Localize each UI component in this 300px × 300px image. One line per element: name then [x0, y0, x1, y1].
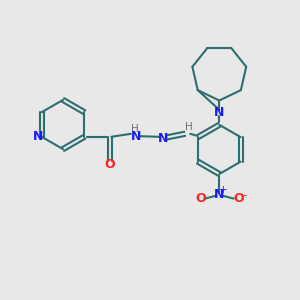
- Text: H: H: [184, 122, 192, 132]
- Text: O: O: [195, 192, 206, 205]
- Text: N: N: [131, 130, 141, 143]
- Text: N: N: [214, 188, 224, 201]
- Text: N: N: [33, 130, 43, 143]
- Text: O: O: [104, 158, 115, 171]
- Text: H: H: [130, 124, 138, 134]
- Text: +: +: [219, 184, 228, 195]
- Text: N: N: [214, 106, 224, 119]
- Text: O: O: [233, 192, 244, 205]
- Text: -: -: [242, 189, 247, 202]
- Text: N: N: [158, 132, 168, 145]
